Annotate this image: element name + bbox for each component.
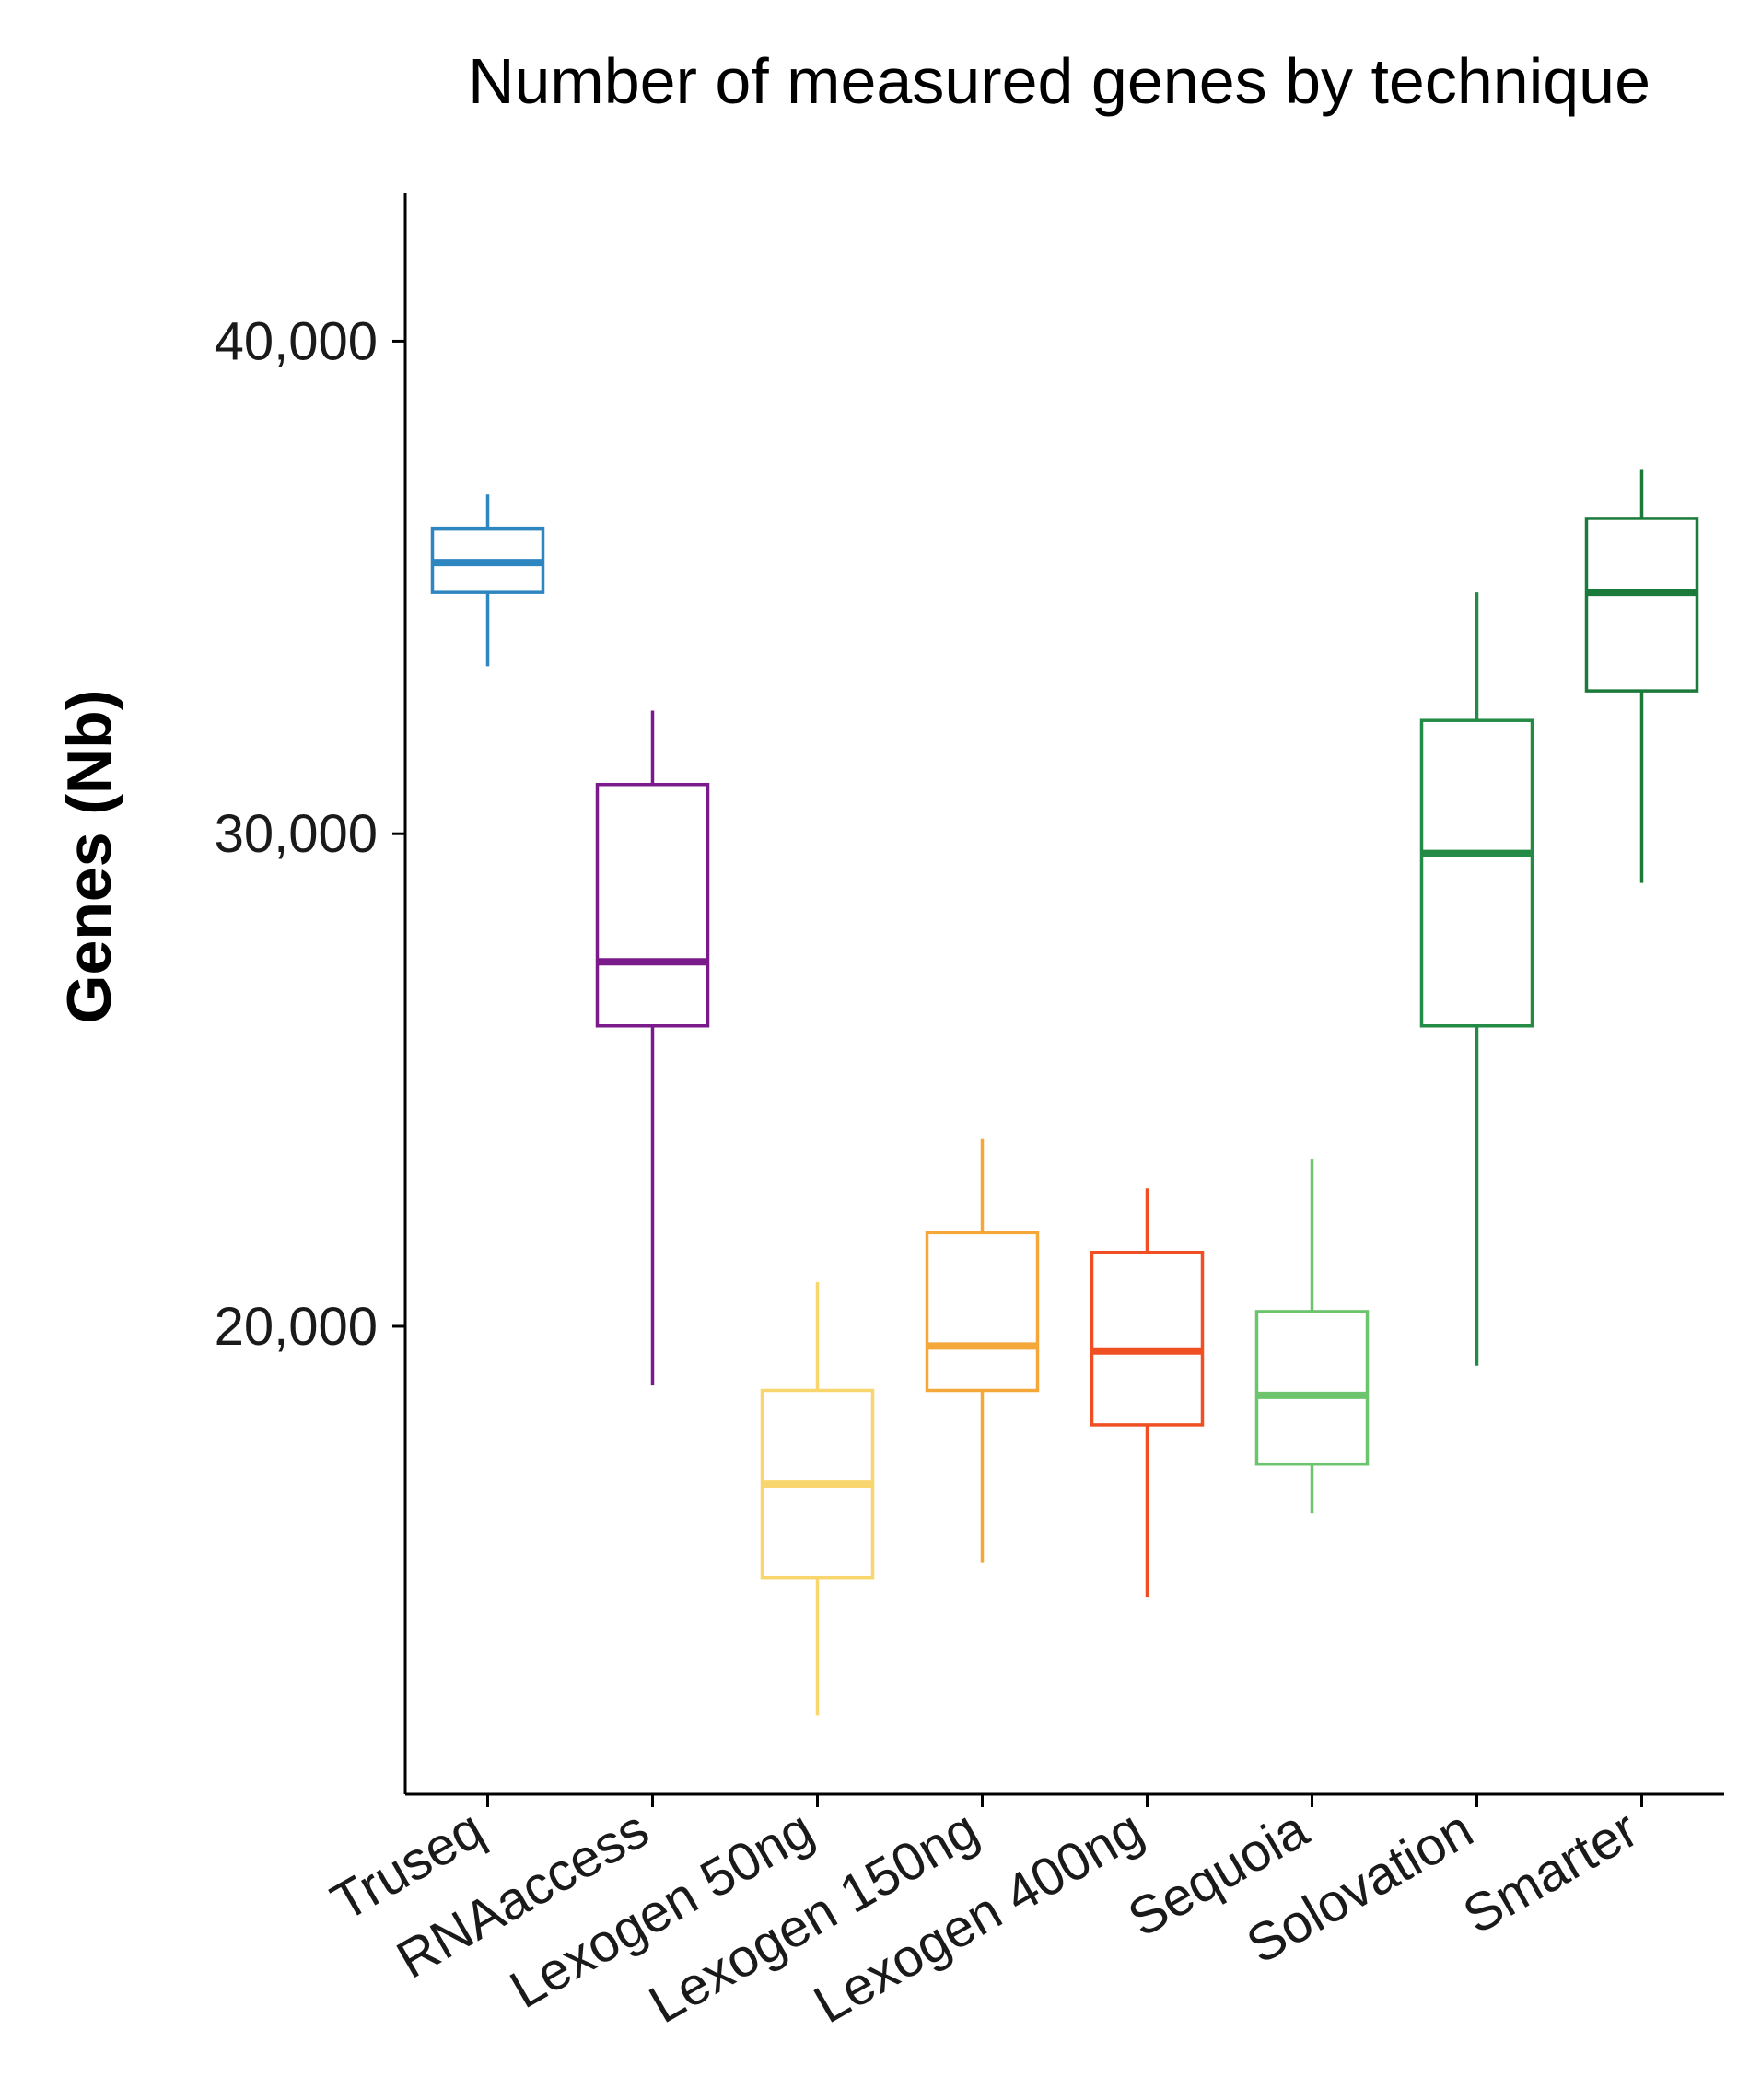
chart-title: Number of measured genes by technique: [468, 45, 1650, 117]
box-sequoia: [1254, 1159, 1370, 1514]
x-tick-label: Smarter: [1453, 1799, 1648, 1945]
box-iqr: [925, 1231, 1040, 1393]
box-iqr: [595, 782, 710, 1028]
box-smarter: [1584, 469, 1699, 883]
box-lexogen-150ng: [925, 1138, 1040, 1563]
y-tick-label: 30,000: [215, 804, 378, 864]
y-tick-label: 40,000: [215, 311, 378, 371]
box-truseq: [430, 494, 545, 667]
box-iqr: [1254, 1310, 1370, 1466]
box-lexogen-400ng: [1090, 1188, 1205, 1598]
box-iqr: [1090, 1251, 1205, 1427]
box-rnaaccess: [595, 710, 710, 1386]
box-iqr: [1584, 517, 1699, 693]
boxes: [430, 469, 1699, 1716]
y-axis-label: Genes (Nb): [54, 690, 124, 1024]
box-solovation: [1419, 592, 1534, 1366]
y-tick-label: 20,000: [215, 1297, 378, 1357]
box-iqr: [1419, 718, 1534, 1028]
y-axis: 20,000 30,000 40,000: [215, 193, 407, 1794]
box-lexogen-50ng: [760, 1281, 875, 1716]
